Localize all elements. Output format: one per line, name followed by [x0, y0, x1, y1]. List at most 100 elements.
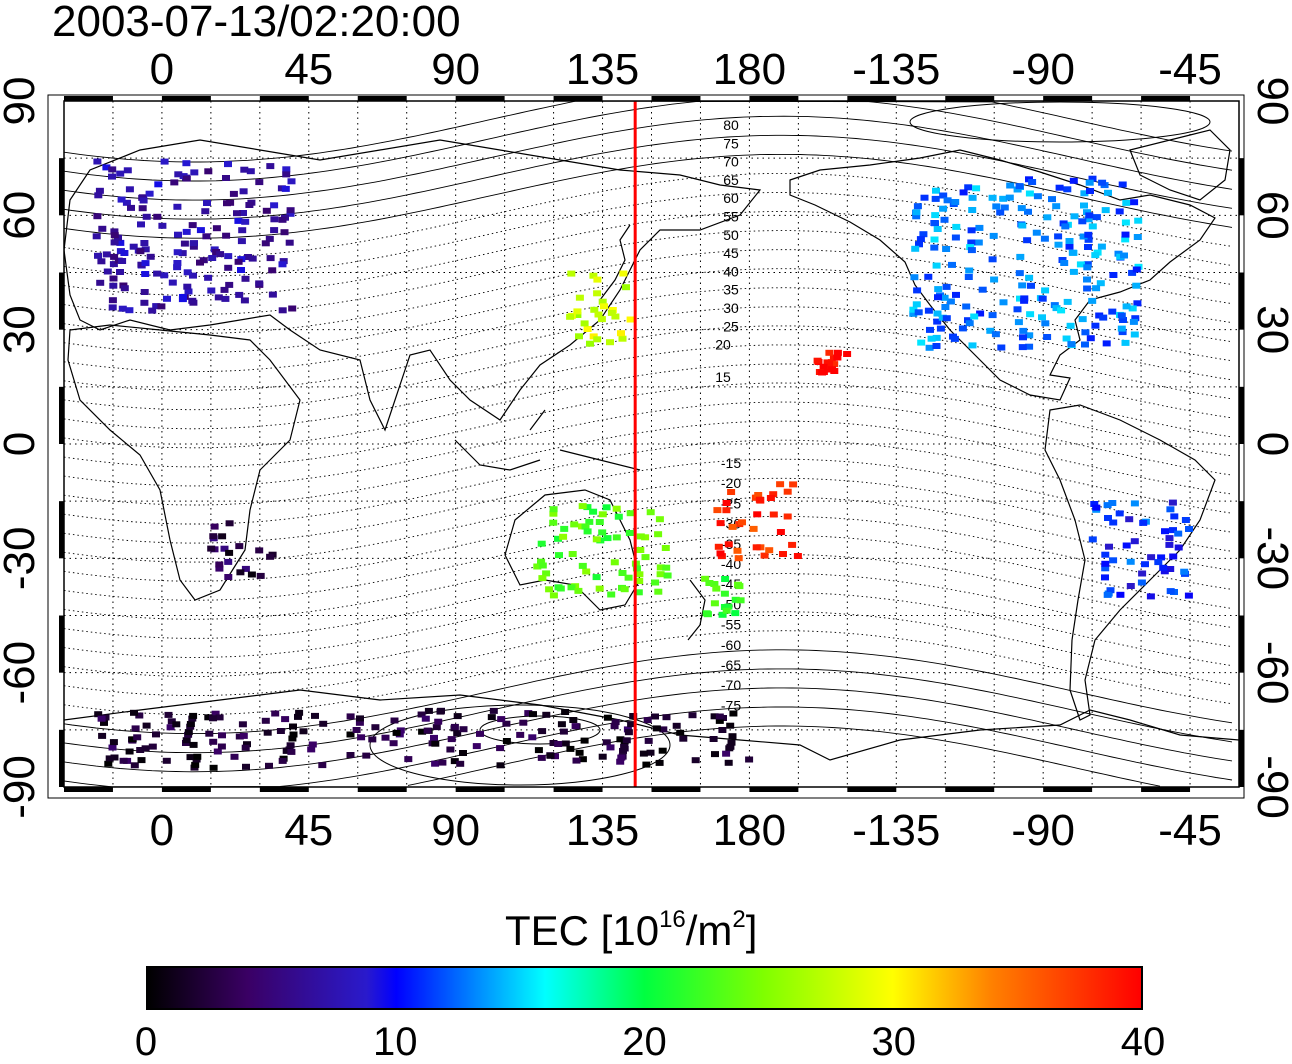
tec-cell: [598, 529, 607, 536]
tec-cell: [1019, 334, 1027, 341]
tec-cell: [1026, 311, 1035, 318]
tec-cell: [749, 525, 758, 532]
tec-cell: [733, 547, 742, 554]
tec-cell: [989, 232, 998, 239]
tec-cell: [223, 200, 231, 207]
tec-cell: [722, 500, 731, 506]
tec-cell: [651, 713, 659, 720]
tec-cell: [224, 161, 232, 168]
tec-cell: [1105, 543, 1113, 550]
tec-cell: [722, 607, 731, 614]
tec-cell: [691, 757, 700, 764]
tec-cell: [583, 326, 592, 332]
tec-cell: [1166, 566, 1175, 572]
tec-cell: [722, 507, 731, 514]
tec-cell: [933, 318, 942, 325]
tec-cell: [432, 724, 441, 731]
tec-cell: [538, 575, 547, 582]
tec-cell: [635, 571, 644, 578]
tec-cell: [1084, 236, 1093, 243]
tec-cell: [932, 343, 941, 349]
tec-cell: [819, 363, 828, 370]
tec-cell: [1090, 501, 1099, 507]
tec-cell: [1088, 223, 1097, 230]
colorbar-tick-label: 0: [134, 1020, 158, 1064]
magnetic-pole-contour: [909, 101, 1211, 143]
tec-cell: [265, 235, 274, 242]
tec-cell: [224, 264, 233, 271]
coastline-australia: [504, 489, 641, 611]
tec-cell: [999, 195, 1008, 202]
tec-cell: [218, 732, 226, 739]
tec-cell: [990, 276, 999, 283]
tec-cell: [1165, 535, 1174, 542]
tec-cell: [110, 232, 119, 239]
tec-cell: [783, 513, 792, 520]
tec-cell: [554, 741, 563, 747]
tec-cell: [1102, 340, 1111, 347]
tec-cell: [939, 192, 948, 199]
tec-cell: [204, 168, 213, 175]
lon-tick-label-top: -90: [1011, 45, 1075, 94]
tec-cell: [190, 240, 198, 247]
tec-cell: [580, 320, 589, 327]
tec-cell: [622, 284, 630, 291]
tec-cell: [919, 231, 928, 238]
tec-cell: [172, 721, 181, 728]
tec-cell: [736, 597, 745, 604]
tec-cell: [830, 361, 839, 368]
coastline-eurasia: [64, 139, 762, 432]
tec-cell: [519, 719, 528, 726]
tec-cell: [1048, 196, 1056, 203]
tec-cell: [108, 297, 117, 304]
tec-cell: [1015, 183, 1024, 190]
tec-cell: [210, 523, 219, 530]
tec-cell: [1066, 322, 1075, 329]
tec-cell: [578, 562, 587, 569]
tec-cell: [1068, 249, 1077, 256]
tec-cell: [158, 222, 167, 229]
tec-cell: [573, 312, 582, 318]
tec-cell: [602, 504, 611, 511]
tec-cell: [1052, 203, 1061, 210]
tec-cell: [1020, 295, 1029, 302]
tec-cell: [617, 754, 626, 761]
tec-cell: [282, 166, 291, 173]
tec-cell: [1103, 591, 1112, 598]
tec-cell: [934, 286, 943, 293]
tec-cell: [735, 583, 744, 590]
tec-cell: [600, 303, 608, 310]
tec-cell: [270, 216, 279, 223]
tec-cell: [833, 354, 842, 361]
tec-cell: [634, 589, 643, 596]
frame-band: [1239, 501, 1244, 559]
tec-cell: [1079, 233, 1088, 240]
tec-cell: [720, 604, 729, 610]
tec-cell: [931, 220, 939, 227]
tec-cell: [713, 507, 722, 514]
tec-cell: [137, 221, 145, 228]
tec-cell: [421, 715, 430, 722]
tec-cell: [559, 728, 568, 735]
tec-cell: [833, 349, 842, 356]
tec-cell: [916, 236, 925, 243]
tec-cell: [137, 261, 146, 268]
tec-cell: [974, 239, 983, 246]
tec-cell: [261, 717, 270, 724]
tec-cell: [131, 725, 140, 732]
tec-cell: [279, 258, 288, 265]
tec-cell: [270, 227, 279, 234]
tec-cell: [1013, 306, 1022, 313]
lat-tick-label-right: 30: [1248, 305, 1292, 354]
tec-cell: [266, 553, 275, 560]
tec-cell: [1083, 261, 1092, 268]
tec-cell: [568, 551, 577, 557]
tec-cell: [216, 251, 225, 258]
tec-cell: [727, 489, 736, 495]
tec-cell: [266, 163, 275, 170]
tec-cell: [125, 748, 134, 755]
tec-cell: [941, 304, 950, 310]
tec-cell: [1084, 216, 1093, 223]
tec-cell: [225, 520, 234, 527]
tec-cell: [978, 286, 987, 293]
